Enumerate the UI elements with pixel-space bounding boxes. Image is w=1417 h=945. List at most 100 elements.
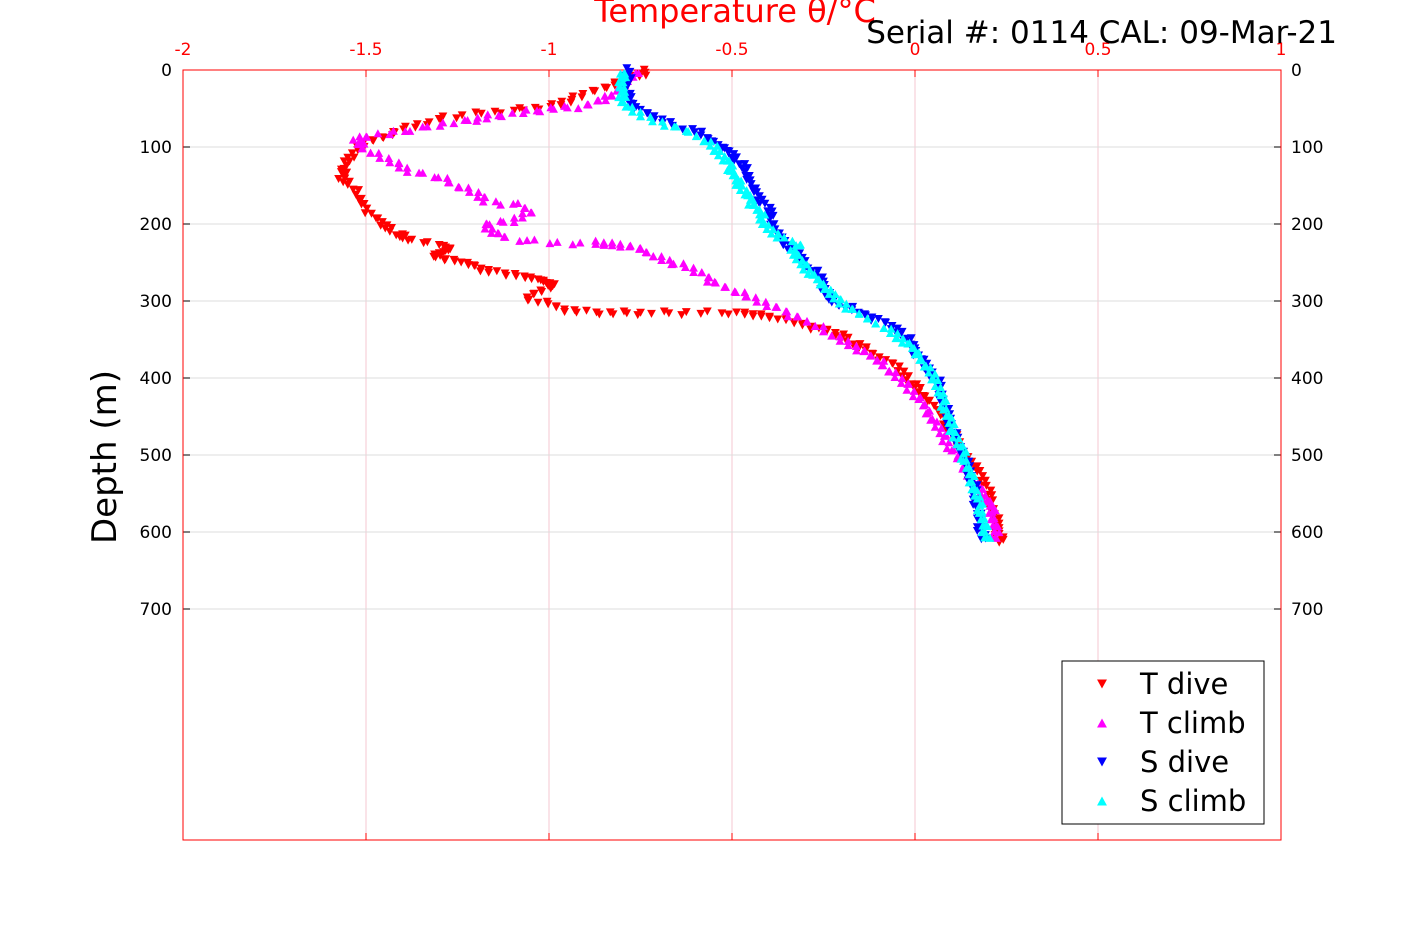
data-point bbox=[677, 311, 687, 320]
data-point bbox=[452, 114, 461, 123]
legend-box bbox=[1061, 660, 1265, 825]
data-point bbox=[422, 122, 432, 131]
data-point bbox=[757, 210, 767, 219]
series-t-dive bbox=[334, 65, 1008, 547]
data-point bbox=[572, 308, 581, 317]
data-point bbox=[942, 444, 952, 453]
data-point bbox=[998, 535, 1008, 544]
y-tick-label-left: 300 bbox=[140, 292, 172, 312]
data-point bbox=[702, 134, 712, 143]
data-point bbox=[583, 100, 593, 109]
data-point bbox=[600, 91, 610, 100]
data-point bbox=[511, 272, 521, 281]
y-tick-label-left: 700 bbox=[140, 600, 172, 620]
data-point bbox=[968, 500, 978, 509]
data-point bbox=[979, 514, 989, 523]
data-point bbox=[648, 252, 658, 260]
data-point bbox=[914, 348, 923, 357]
data-point bbox=[600, 83, 610, 92]
data-point bbox=[970, 483, 979, 492]
data-point bbox=[866, 351, 876, 360]
legend-marker bbox=[1097, 679, 1107, 689]
data-point bbox=[981, 476, 990, 485]
y-tick-label-right: 600 bbox=[1291, 523, 1323, 543]
data-point bbox=[964, 462, 974, 471]
data-point bbox=[373, 129, 383, 138]
data-point bbox=[357, 200, 366, 209]
data-point bbox=[989, 514, 999, 523]
data-point bbox=[441, 255, 451, 264]
data-point bbox=[757, 195, 767, 204]
y-tick-label-right: 500 bbox=[1291, 446, 1323, 466]
data-point bbox=[987, 491, 997, 500]
data-point bbox=[978, 472, 988, 481]
data-point bbox=[982, 532, 992, 541]
y-tick-label-right: 200 bbox=[1291, 215, 1323, 235]
y-tick-label-right: 400 bbox=[1291, 369, 1323, 389]
data-point bbox=[438, 118, 448, 127]
data-points bbox=[334, 64, 1008, 547]
data-point bbox=[530, 103, 540, 112]
legend-label: T climb bbox=[1139, 706, 1246, 740]
data-point bbox=[930, 422, 940, 431]
data-point bbox=[830, 290, 840, 299]
data-point bbox=[573, 104, 583, 113]
legend-marker bbox=[1097, 796, 1107, 806]
data-point bbox=[521, 105, 531, 114]
data-point bbox=[824, 289, 834, 298]
data-point bbox=[704, 273, 714, 282]
data-point bbox=[730, 287, 740, 296]
data-point bbox=[518, 213, 527, 222]
data-point bbox=[473, 192, 483, 201]
data-point bbox=[773, 315, 783, 324]
data-point bbox=[927, 414, 937, 423]
data-point bbox=[740, 190, 750, 199]
data-point bbox=[380, 224, 390, 233]
data-point bbox=[678, 125, 687, 134]
data-point bbox=[748, 195, 758, 204]
data-point bbox=[389, 126, 398, 135]
data-point bbox=[635, 244, 644, 253]
data-point bbox=[981, 481, 991, 490]
data-point bbox=[533, 298, 543, 307]
data-point bbox=[524, 295, 534, 304]
data-point bbox=[498, 217, 508, 226]
data-point bbox=[615, 82, 624, 91]
data-point bbox=[615, 239, 625, 248]
data-point bbox=[750, 200, 760, 209]
data-point bbox=[887, 359, 897, 368]
data-point bbox=[430, 173, 439, 182]
data-point bbox=[723, 165, 732, 174]
data-point bbox=[892, 333, 902, 342]
data-point bbox=[549, 104, 559, 113]
data-point bbox=[734, 180, 743, 189]
data-point bbox=[938, 437, 947, 446]
data-point bbox=[923, 397, 933, 406]
data-point bbox=[796, 260, 806, 269]
data-point bbox=[689, 263, 698, 272]
data-point bbox=[791, 255, 801, 264]
data-point bbox=[899, 367, 909, 376]
data-point bbox=[711, 146, 720, 155]
data-point bbox=[924, 368, 934, 377]
data-point bbox=[819, 327, 828, 336]
data-point bbox=[566, 98, 576, 107]
data-point bbox=[622, 309, 632, 318]
data-point bbox=[339, 157, 349, 166]
data-point bbox=[702, 277, 712, 286]
data-point bbox=[642, 248, 652, 257]
data-point bbox=[760, 219, 770, 228]
data-point bbox=[741, 292, 751, 301]
data-point bbox=[916, 383, 925, 392]
data-point bbox=[885, 329, 895, 337]
data-point bbox=[884, 366, 894, 375]
data-point bbox=[659, 121, 669, 130]
legend-label: S climb bbox=[1140, 784, 1246, 818]
data-point bbox=[636, 112, 645, 121]
serial-cal-annotation: Serial #: 0114 CAL: 09-Mar-21 bbox=[866, 15, 1337, 51]
data-point bbox=[944, 418, 954, 427]
data-point bbox=[371, 214, 381, 223]
data-point bbox=[436, 250, 446, 259]
data-point bbox=[740, 288, 750, 297]
data-point bbox=[665, 255, 675, 264]
